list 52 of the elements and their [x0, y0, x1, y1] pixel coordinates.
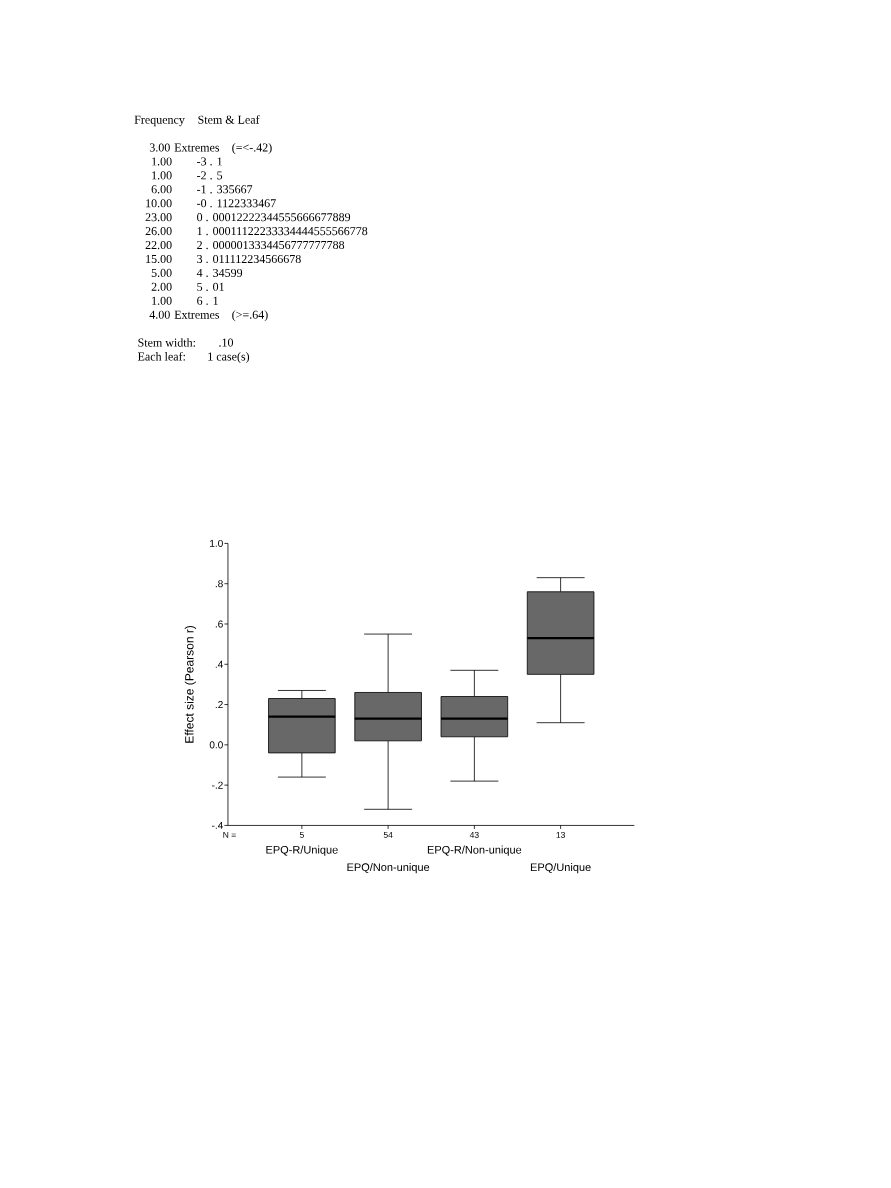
- text: 1.00: [152, 296, 172, 305]
- y-axis-title: Effect size (Pearson r): [184, 625, 196, 743]
- y-tick-label: -.2: [212, 781, 223, 789]
- text: -3 . 1: [197, 157, 222, 166]
- text: Stem width:: [138, 338, 195, 347]
- text: 0 . 00012222344555666677889: [197, 213, 351, 222]
- text: -0 . 1122333467: [197, 199, 276, 208]
- text: Extremes: [174, 310, 220, 319]
- text: -1 . 335667: [197, 185, 253, 194]
- text: 6 . 1: [197, 296, 218, 305]
- text: 1.00: [152, 157, 172, 166]
- text: 2.00: [151, 282, 172, 291]
- x-tick-label: EPQ/Non-unique: [347, 863, 430, 874]
- x-tick-label: EPQ/Unique: [530, 863, 591, 874]
- text: N =: [223, 832, 236, 838]
- text: 5.00: [151, 268, 172, 277]
- text: 43: [469, 831, 479, 838]
- y-tick-label: .4: [215, 660, 223, 668]
- text: Each leaf:: [137, 351, 185, 361]
- text: Extremes: [174, 143, 220, 152]
- text: 1 case(s): [208, 352, 250, 363]
- x-tick-label: EPQ-R/Non-unique: [427, 845, 522, 856]
- text: (=<-.42): [232, 143, 272, 154]
- y-tick-label: -.4: [212, 821, 223, 829]
- text: 22.00: [145, 240, 172, 250]
- text: 4.00: [149, 310, 170, 319]
- text: 2 . 0000013334456777777788: [197, 240, 345, 250]
- text: 10.00: [146, 199, 172, 208]
- text: 6.00: [151, 185, 172, 194]
- y-tick-label: 1.0: [210, 539, 223, 547]
- text: Frequency: [134, 115, 185, 127]
- y-tick-label: .8: [215, 580, 223, 588]
- text: .10: [219, 338, 234, 347]
- text: 3 . 011112234566678: [197, 254, 301, 264]
- text: -2 . 5: [197, 171, 223, 180]
- text: 54: [383, 831, 393, 838]
- y-tick-label: .2: [215, 701, 223, 709]
- text: 5: [299, 831, 304, 838]
- x-tick-label: EPQ-R/Unique: [266, 845, 338, 856]
- text: 1.00: [152, 171, 172, 180]
- text: (>=.64): [232, 310, 268, 322]
- text: 4 . 34599: [196, 268, 243, 277]
- text: 5 . 01: [197, 282, 224, 291]
- y-tick-label: 0.0: [209, 741, 223, 749]
- text: 15.00: [146, 254, 172, 264]
- text: 13: [556, 831, 565, 838]
- text: Stem & Leaf: [198, 115, 260, 124]
- text: 3.00: [149, 143, 170, 152]
- text: 26.00: [145, 227, 172, 236]
- y-tick-label: .6: [215, 620, 223, 628]
- text: 23.00: [145, 213, 172, 222]
- text: 1 . 00011122233334444555566778: [197, 227, 368, 236]
